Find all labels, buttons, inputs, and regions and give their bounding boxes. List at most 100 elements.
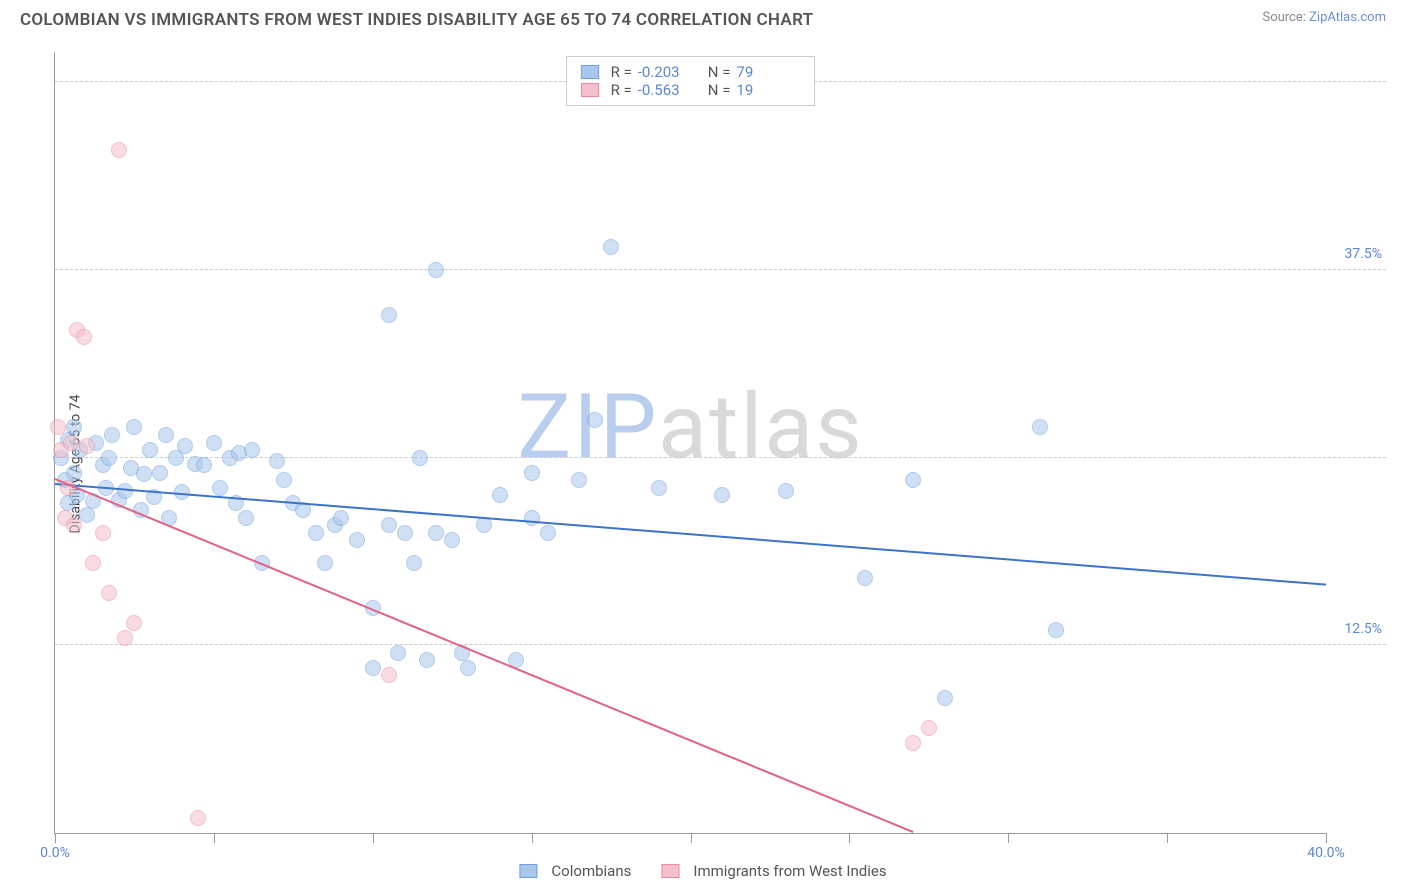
data-point (428, 525, 444, 541)
data-point (603, 239, 619, 255)
swatch-colombians (581, 65, 599, 79)
y-tick-label: 37.5% (1344, 246, 1386, 262)
data-point (308, 525, 324, 541)
data-point (177, 438, 193, 454)
r-label: R = (611, 81, 632, 99)
data-point (444, 532, 460, 548)
data-point (95, 525, 111, 541)
n-label: N = (708, 63, 731, 81)
data-point (101, 585, 117, 601)
x-tick-label: 0.0% (40, 845, 70, 861)
data-point (244, 442, 260, 458)
legend-item-colombians: Colombians (519, 862, 631, 880)
data-point (460, 660, 476, 676)
data-point (397, 525, 413, 541)
x-tick (373, 833, 374, 843)
data-point (333, 510, 349, 526)
data-point (857, 570, 873, 586)
r-value-westindies: -0.563 (638, 81, 702, 99)
y-tick-label: 12.5% (1344, 621, 1386, 637)
watermark: ZIPatlas (517, 374, 863, 479)
data-point (238, 510, 254, 526)
data-point (571, 472, 587, 488)
x-tick (849, 833, 850, 843)
data-point (126, 419, 142, 435)
legend-item-westindies: Immigrants from West Indies (661, 862, 886, 880)
n-value-colombians: 79 (736, 63, 800, 81)
n-value-westindies: 19 (736, 81, 800, 99)
data-point (349, 532, 365, 548)
data-point (117, 630, 133, 646)
data-point (104, 427, 120, 443)
data-point (524, 465, 540, 481)
data-point (381, 517, 397, 533)
data-point (412, 450, 428, 466)
legend-row-westindies: R = -0.563 N = 19 (581, 81, 801, 99)
data-point (206, 435, 222, 451)
data-point (136, 466, 152, 482)
source-attribution: Source: ZipAtlas.com (1262, 10, 1386, 25)
x-tick (55, 833, 56, 843)
watermark-atlas: atlas (658, 374, 864, 479)
chart-container: Disability Age 65 to 74 ZIPatlas R = -0.… (20, 46, 1386, 882)
data-point (365, 660, 381, 676)
legend-label-colombians: Colombians (551, 862, 631, 880)
data-point (381, 667, 397, 683)
data-point (419, 652, 435, 668)
r-value-colombians: -0.203 (638, 63, 702, 81)
data-point (540, 525, 556, 541)
data-point (66, 419, 82, 435)
gridline (55, 644, 1386, 645)
data-point (317, 555, 333, 571)
swatch-colombians-b (519, 864, 537, 878)
data-point (66, 465, 82, 481)
plot-area: ZIPatlas R = -0.203 N = 79 R = -0.563 N … (54, 52, 1326, 834)
data-point (126, 615, 142, 631)
r-label: R = (611, 63, 632, 81)
data-point (196, 457, 212, 473)
data-point (152, 465, 168, 481)
data-point (476, 517, 492, 533)
chart-title: COLOMBIAN VS IMMIGRANTS FROM WEST INDIES… (20, 10, 813, 30)
data-point (714, 487, 730, 503)
watermark-zip: ZIP (517, 374, 658, 479)
data-point (778, 483, 794, 499)
data-point (190, 810, 206, 826)
data-point (142, 442, 158, 458)
data-point (905, 735, 921, 751)
trend-line (55, 483, 1326, 586)
data-point (406, 555, 422, 571)
series-legend: Colombians Immigrants from West Indies (519, 862, 886, 880)
swatch-westindies (581, 83, 599, 97)
correlation-legend: R = -0.203 N = 79 R = -0.563 N = 19 (566, 56, 816, 106)
source-prefix: Source: (1262, 10, 1309, 25)
data-point (66, 517, 82, 533)
legend-row-colombians: R = -0.203 N = 79 (581, 63, 801, 81)
x-tick-label: 40.0% (1307, 845, 1345, 861)
gridline (55, 269, 1386, 270)
data-point (1032, 419, 1048, 435)
source-link[interactable]: ZipAtlas.com (1309, 10, 1386, 25)
data-point (212, 480, 228, 496)
data-point (587, 412, 603, 428)
data-point (1048, 622, 1064, 638)
x-tick (1008, 833, 1009, 843)
data-point (921, 720, 937, 736)
data-point (381, 307, 397, 323)
legend-label-westindies: Immigrants from West Indies (693, 862, 886, 880)
data-point (79, 438, 95, 454)
swatch-westindies-b (661, 864, 679, 878)
data-point (63, 435, 79, 451)
data-point (269, 453, 285, 469)
data-point (50, 419, 66, 435)
data-point (492, 487, 508, 503)
data-point (428, 262, 444, 278)
data-point (111, 142, 127, 158)
data-point (158, 427, 174, 443)
data-point (905, 472, 921, 488)
x-tick (214, 833, 215, 843)
x-tick (691, 833, 692, 843)
x-tick (1326, 833, 1327, 843)
x-tick (1167, 833, 1168, 843)
x-tick (532, 833, 533, 843)
